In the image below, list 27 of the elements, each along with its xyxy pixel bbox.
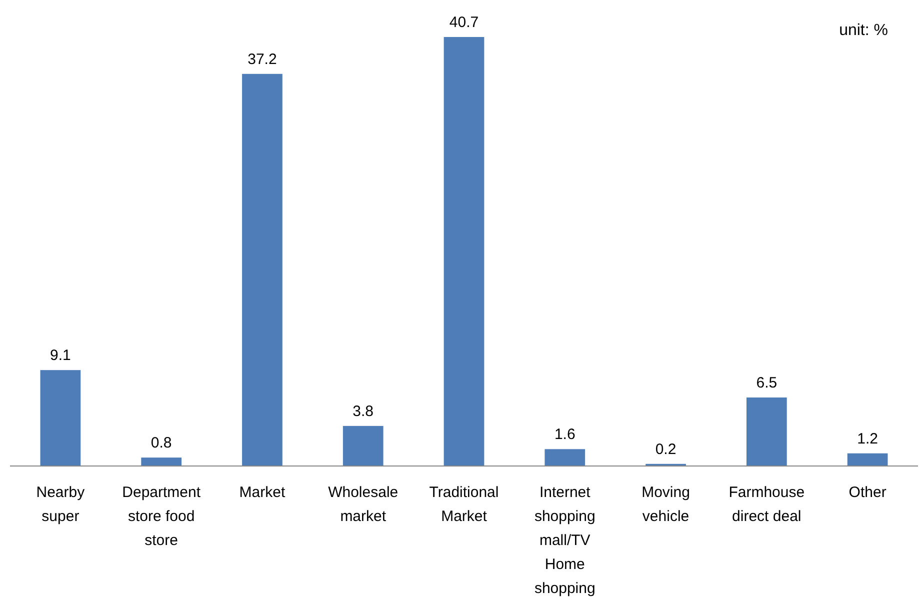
data-label: 6.5	[756, 374, 778, 392]
x-tick-label: Market	[239, 484, 286, 501]
annotation: unit: %	[839, 22, 888, 39]
data-label: 9.1	[50, 347, 71, 364]
bar	[444, 37, 484, 466]
x-tick-label: Traditional Market	[429, 484, 499, 525]
x-tick-label: Department store food store	[122, 484, 202, 549]
x-tick-label: Farmhouse direct deal	[728, 484, 805, 525]
bar	[544, 449, 586, 466]
x-tick-label: Other	[848, 484, 886, 501]
data-label: 0.2	[655, 440, 676, 458]
data-label: 37.2	[248, 50, 277, 68]
data-label: 40.7	[449, 14, 479, 31]
x-tick-label: Moving vehicle	[642, 484, 690, 525]
bar	[141, 458, 182, 466]
bar	[342, 426, 384, 466]
data-label: 0.8	[150, 434, 172, 452]
x-tick-label: Internet shopping mall/TV Home shopping	[534, 484, 596, 597]
bar	[242, 74, 282, 466]
data-label: 3.8	[352, 402, 374, 420]
data-label: 1.2	[857, 430, 878, 448]
bar	[40, 370, 81, 466]
x-tick-label: Wholesale market	[328, 484, 398, 525]
bar	[746, 397, 787, 466]
bar	[847, 453, 888, 466]
x-tick-label: Nearby super	[36, 484, 86, 525]
data-label: 1.6	[554, 426, 576, 444]
